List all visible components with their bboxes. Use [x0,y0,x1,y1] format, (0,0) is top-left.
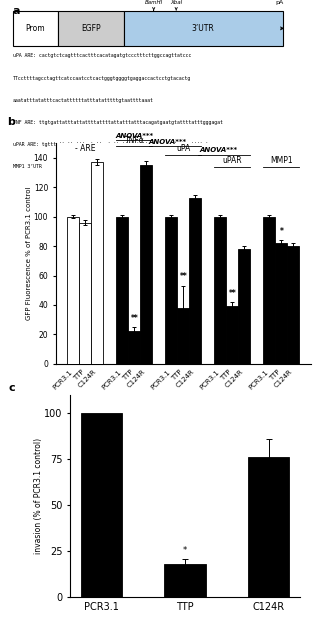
Text: uPA ARE: cactgtctcagtttcactttcacatagatgtccctttcttggccagttatccc: uPA ARE: cactgtctcagtttcactttcacatagatgt… [13,53,191,58]
Text: MMP1: MMP1 [270,156,293,165]
Text: TNF ARE: ttgtgattatttattattttattttattatttatttacagatgaatgtattttatttgggagat: TNF ARE: ttgtgattatttattattttattttattatt… [13,120,223,125]
Text: *: * [279,227,283,236]
Bar [67,216,79,364]
Bar [140,165,152,364]
FancyBboxPatch shape [58,11,124,46]
Bar [276,243,287,364]
FancyBboxPatch shape [13,11,58,46]
Text: c: c [8,383,15,393]
Bar [81,414,122,597]
Bar [263,216,276,364]
Text: **: ** [180,272,187,281]
Text: ANOVA***: ANOVA*** [200,147,238,154]
Text: MMP1 3’UTR: MMP1 3’UTR [13,164,41,169]
Text: aaatatttatatttcactattttttatttatatttttgtaattttaaat: aaatatttatatttcactattttttatttatatttttgta… [13,98,154,103]
Text: TTccttttagcctagttcatccaatcctcactgggtggggtgaggaccactcctgtacactg: TTccttttagcctagttcatccaatcctcactgggtgggg… [13,76,191,81]
Bar [248,457,289,597]
Bar [129,332,140,364]
Bar [177,308,189,364]
Text: TNFα: TNFα [124,136,144,144]
Text: EGFP: EGFP [81,24,100,33]
Text: *: * [183,546,187,555]
Y-axis label: GFP Fluorescence % of PCR3.1 control: GFP Fluorescence % of PCR3.1 control [26,187,32,320]
Text: ANOVA***: ANOVA*** [115,132,153,139]
Y-axis label: invasion (% of PCR3.1 control): invasion (% of PCR3.1 control) [34,438,43,554]
Text: uPAR ARE: tgtttgttgttatttaatattcatattattttattttatacttacataaagattttgtac: uPAR ARE: tgtttgttgttatttaatattcatattatt… [13,142,214,147]
Text: a: a [13,6,20,16]
Text: pA: pA [276,0,284,5]
Text: **: ** [130,313,138,323]
Bar [164,564,206,597]
Bar [79,223,91,364]
Bar [91,162,103,364]
Text: b: b [7,116,15,126]
Text: uPA: uPA [176,144,190,154]
Bar [287,246,300,364]
Bar [116,216,129,364]
Text: 3’UTR: 3’UTR [192,24,215,33]
Bar [214,216,226,364]
Bar [166,216,177,364]
FancyBboxPatch shape [124,11,283,46]
Text: XbaI: XbaI [170,0,182,5]
Text: uPAR: uPAR [223,156,242,165]
Bar [238,249,250,364]
Text: - ARE: - ARE [75,144,96,154]
Text: ANOVA***: ANOVA*** [149,139,187,144]
Text: BamHI: BamHI [145,0,163,5]
Bar [189,198,201,364]
Bar [226,307,238,364]
Text: **: ** [229,289,236,298]
Text: Prom: Prom [26,24,45,33]
